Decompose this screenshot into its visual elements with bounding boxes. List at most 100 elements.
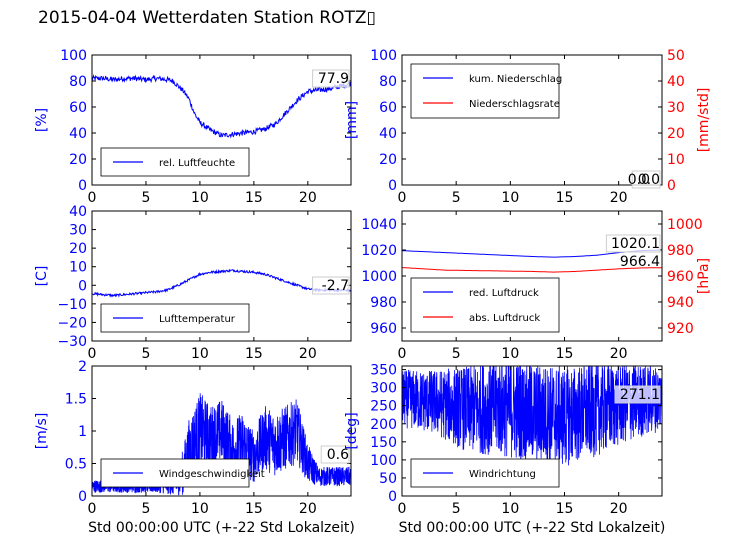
precip-ytick-label: 100 <box>370 48 397 64</box>
pressure-xtick-label: 15 <box>556 346 574 362</box>
pressure-ytick2-label: 940 <box>667 295 694 311</box>
precip-ytick-label: 20 <box>379 152 397 168</box>
temperature-ylabel: [C] <box>34 266 50 287</box>
temperature-ytick-label: 0 <box>78 278 87 294</box>
humidity-ytick-label: 60 <box>69 100 87 116</box>
precip-xtick-label: 15 <box>556 190 574 206</box>
pressure-xtick-label: 20 <box>610 346 628 362</box>
windspeed-ytick-label: 2 <box>78 359 87 375</box>
windspeed-xtick-label: 0 <box>88 501 97 517</box>
humidity-ytick-label: 100 <box>60 48 87 64</box>
winddir-ytick-label: 0 <box>388 489 397 505</box>
temperature-ytick-label: 10 <box>69 260 87 276</box>
pressure-ytick2-label: 960 <box>667 269 694 285</box>
humidity-xtick-label: 20 <box>299 190 317 206</box>
precip-panel: 0 5 10 15 20 0 20 40 60 80 100 0 10 20 30 40 50 [mm] [mm/s… <box>344 48 712 206</box>
winddir-frame <box>401 365 663 497</box>
windspeed-xlabel: Std 00:00:00 UTC (+-22 Std Lokalzeit) <box>88 520 355 536</box>
pressure-xtick-label: 0 <box>398 346 407 362</box>
windspeed-value-label: 0.6 <box>327 447 349 463</box>
chart-title: 2015-04-04 Wetterdaten Station ROTZ▯ <box>38 8 376 28</box>
precip-xtick-label: 10 <box>501 190 519 206</box>
precip-frame <box>401 54 663 186</box>
temperature-legend-label: Lufttemperatur <box>159 314 236 325</box>
precip-ytick-label: 80 <box>379 74 397 90</box>
humidity-series-0 <box>92 74 351 139</box>
humidity-panel: 0 5 10 15 20 0 20 40 60 80 100 [%] 77.9 rel. Luftfeuc… <box>34 48 352 206</box>
humidity-ytick-label: 40 <box>69 126 87 142</box>
pressure-legend-label: red. Luftdruck <box>469 288 539 299</box>
temperature-xtick-label: 10 <box>191 346 209 362</box>
precip-legend-label: Niederschlagsrate <box>469 99 560 110</box>
windspeed-ytick-label: 0 <box>78 489 87 505</box>
winddir-value-label: 271.1 <box>620 387 660 403</box>
humidity-legend-label: rel. Luftfeuchte <box>159 158 235 169</box>
precip-ytick2-label: 40 <box>667 74 685 90</box>
precip-legend-label: kum. Niederschlag <box>469 74 562 85</box>
temperature-ytick-label: −30 <box>57 334 87 350</box>
temperature-xtick-label: 20 <box>299 346 317 362</box>
winddir-xtick-label: 0 <box>398 501 407 517</box>
precip-ytick2-label: 20 <box>667 126 685 142</box>
precip-ytick2-label: 50 <box>667 48 685 64</box>
pressure-legend-label: abs. Luftdruck <box>469 313 540 324</box>
precip-ylabel2: [mm/std] <box>696 88 712 153</box>
temperature-ytick-label: −20 <box>57 315 87 331</box>
precip-ytick-label: 0 <box>388 178 397 194</box>
winddir-xtick-label: 15 <box>556 501 574 517</box>
temperature-xtick-label: 15 <box>245 346 263 362</box>
windspeed-ylabel: [m/s] <box>34 413 50 450</box>
humidity-value-label: 77.9 <box>318 71 349 87</box>
precip-ytick-label: 60 <box>379 100 397 116</box>
temperature-xtick-label: 5 <box>141 346 150 362</box>
windspeed-xtick-label: 20 <box>299 501 317 517</box>
pressure-value-label: 1020.1 <box>611 236 660 252</box>
precip-xtick-label: 5 <box>452 190 461 206</box>
pressure-ytick-label: 1040 <box>361 217 397 233</box>
precip-xtick-label: 0 <box>398 190 407 206</box>
temperature-ytick-label: −10 <box>57 297 87 313</box>
winddir-series-0 <box>402 366 662 466</box>
windspeed-panel: 0 5 10 15 20 0 0.5 1 1.5 2 [m/s] Std 00:00:00 UTC (… <box>34 359 355 536</box>
pressure-ylabel2: [hPa] <box>696 258 712 294</box>
precip-ytick-label: 40 <box>379 126 397 142</box>
temperature-ytick-label: 20 <box>69 241 87 257</box>
precip-ytick2-label: 0 <box>667 178 676 194</box>
humidity-frame <box>91 54 352 186</box>
pressure-value-label-2: 966.4 <box>620 254 660 270</box>
precip-ytick2-label: 10 <box>667 152 685 168</box>
winddir-ytick-label: 200 <box>370 417 397 433</box>
winddir-xtick-label: 5 <box>452 501 461 517</box>
windspeed-legend-label: Windgeschwindigkeit <box>159 469 265 480</box>
windspeed-ytick-label: 1.5 <box>65 392 87 408</box>
winddir-xtick-label: 20 <box>610 501 628 517</box>
pressure-ytick2-label: 1000 <box>667 217 703 233</box>
pressure-legend <box>410 277 560 333</box>
temperature-frame <box>91 210 352 342</box>
pressure-ytick2-label: 980 <box>667 243 694 259</box>
precip-ytick2-label: 30 <box>667 100 685 116</box>
winddir-ytick-label: 50 <box>379 471 397 487</box>
temperature-ytick-label: 30 <box>69 223 87 239</box>
humidity-xtick-label: 0 <box>88 190 97 206</box>
precip-legend <box>410 63 560 119</box>
temperature-series-0 <box>92 268 351 298</box>
pressure-ytick-label: 960 <box>370 321 397 337</box>
precip-ylabel: [mm] <box>344 101 360 139</box>
precip-value-label-2: 0.0 <box>628 172 650 188</box>
humidity-xtick-label: 10 <box>191 190 209 206</box>
precip-xtick-label: 20 <box>610 190 628 206</box>
temperature-ytick-label: 40 <box>69 204 87 220</box>
pressure-ytick-label: 1000 <box>361 269 397 285</box>
humidity-xtick-label: 15 <box>245 190 263 206</box>
windspeed-xtick-label: 15 <box>245 501 263 517</box>
windspeed-ytick-label: 0.5 <box>65 457 87 473</box>
temperature-value-label: -2.7 <box>322 278 349 294</box>
winddir-ytick-label: 250 <box>370 399 397 415</box>
windspeed-series-0 <box>92 393 351 496</box>
humidity-ylabel: [%] <box>34 108 50 132</box>
windspeed-ytick-label: 1 <box>78 424 87 440</box>
pressure-series-0 <box>402 249 662 258</box>
humidity-ytick-label: 80 <box>69 74 87 90</box>
